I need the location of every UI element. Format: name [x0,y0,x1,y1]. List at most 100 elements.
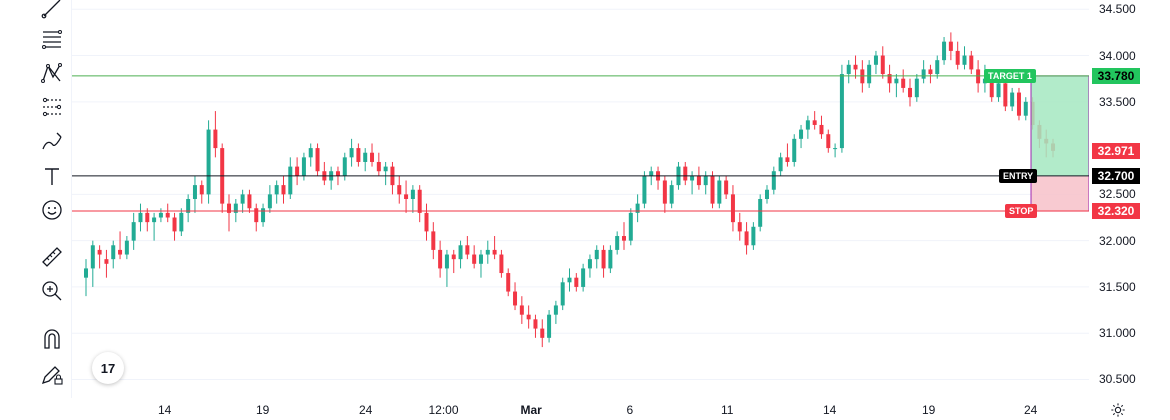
ruler-tool[interactable] [38,243,66,271]
target-label[interactable]: TARGET 1 [984,68,1036,83]
candle-body [717,180,722,204]
candle-body [935,60,940,75]
candle-body [914,78,919,98]
candle-body [472,254,477,264]
time-tick-label: 11 [721,403,734,417]
candle-body [908,87,913,98]
candle-body [574,277,579,287]
brush-tool[interactable] [38,127,66,155]
time-axis[interactable]: 14 19 24 12:00 Mar 6 11 14 19 24 [0,398,1170,420]
candle-body [206,129,211,195]
candle-body [492,249,497,255]
candle-body [458,245,463,260]
target-price-tag: 33.780 [1092,67,1140,84]
candle-body [84,268,88,278]
candle-body [192,185,197,199]
time-tick-label: 19 [922,403,936,417]
candle-body [547,314,552,338]
price-tick-label: 32.500 [1099,187,1136,202]
candle-body [213,129,218,149]
candle-body [240,194,245,204]
candle-body [615,236,620,250]
emoji-tool[interactable] [38,196,66,224]
candle-body [451,254,456,260]
candle-body [417,189,422,213]
candle-body [962,55,967,65]
candle-body [179,212,184,232]
candle-body [172,217,177,232]
candle-body [335,171,340,176]
candle-body [846,64,851,75]
time-tick-label: 19 [256,403,270,417]
candle-body [376,161,381,172]
pattern-tool[interactable] [38,59,66,87]
candle-body [724,180,729,195]
candle-body [1010,92,1015,107]
price-tick-label: 32.000 [1099,233,1136,248]
price-axis[interactable]: 34.500 34.000 33.500 32.500 32.000 31.500 31.0… [1089,0,1170,398]
lock-drawing-tool[interactable] [38,360,66,388]
settings-gear-icon[interactable] [1110,402,1126,418]
candle-body [635,203,640,213]
candle-body [533,319,538,329]
candle-body [404,194,409,199]
candle-body [1016,92,1021,116]
candle-body [737,222,742,232]
candle-body [894,78,899,84]
candle-body [867,64,872,84]
magnet-tool[interactable] [38,325,66,353]
candle-body [901,78,906,88]
text-icon [45,168,59,185]
candle-body [410,189,415,199]
zoom-in-tool[interactable] [38,277,66,305]
candle-body [506,273,511,292]
candle-body [690,175,695,181]
text-tool[interactable] [38,162,66,190]
time-tick-label: 24 [359,403,373,417]
candle-body [186,199,191,213]
candle-body [969,55,974,70]
candle-body [669,185,674,204]
candle-body [792,138,797,162]
candle-body [662,180,667,204]
candle-body [485,249,490,255]
time-tick-label: 24 [1024,403,1038,417]
candle-body [799,129,804,139]
candle-body [1003,83,1008,107]
candle-body [227,203,232,213]
candle-body [880,55,885,75]
candle-body [478,254,483,264]
candle-body [438,249,443,269]
trend-line-icon [41,0,61,19]
candle-body [703,175,708,186]
price-tick-label: 30.500 [1099,372,1136,387]
fib-retracement-tool[interactable] [38,25,66,53]
candle-body [104,259,109,264]
tradingview-logo[interactable]: 17 [92,352,124,384]
candle-body [383,166,388,172]
candle-body [274,185,279,195]
candle-body [921,69,926,79]
candle-body [587,259,592,269]
entry-label[interactable]: ENTRY [999,168,1038,183]
price-tick-label: 33.500 [1099,94,1136,109]
prediction-tool[interactable] [38,93,66,121]
price-chart[interactable] [72,0,1089,398]
candle-body [649,171,654,176]
candle-body [281,185,286,195]
price-tick-label: 31.500 [1099,279,1136,294]
candle-body [499,254,504,274]
candle-body [771,171,776,190]
candle-body [247,194,252,209]
trend-line-tool[interactable] [38,0,66,22]
stop-label[interactable]: STOP [1005,204,1038,219]
candle-body [111,245,116,260]
profit-zone [1031,75,1089,176]
time-tick-label: 14 [823,403,837,417]
candle-body [124,240,129,255]
candle-body [826,134,831,149]
candle-body [581,268,586,287]
candle-body [131,222,136,241]
candle-body [444,254,449,269]
candle-body [996,83,1001,98]
